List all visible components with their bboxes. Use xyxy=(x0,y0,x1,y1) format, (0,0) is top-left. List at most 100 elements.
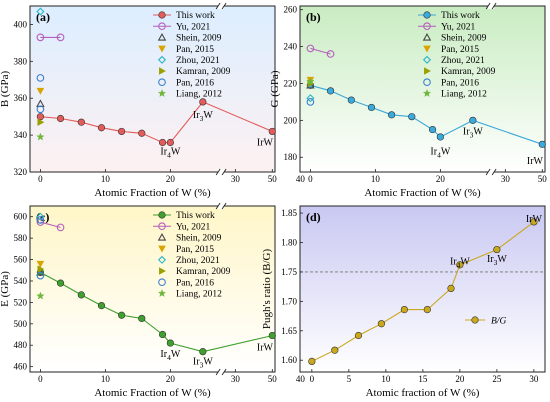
x-tick-label: 30 xyxy=(231,174,241,184)
panel-d: 0 5 10 15 20 25 30 1.60 1.65 1.70 1.75 1.80 1.85 Atom… xyxy=(261,205,546,399)
data-point xyxy=(138,314,146,323)
legend-marker xyxy=(159,267,166,275)
legend-label: Kamran, 2009 xyxy=(441,67,496,77)
y-axis-label: Pugh's ratio (B/G) xyxy=(261,249,273,330)
legend-marker xyxy=(157,289,167,297)
legend-marker xyxy=(157,232,167,241)
x-tick-label: 40 xyxy=(296,374,306,384)
x-tick-label: 40 xyxy=(296,174,306,184)
y-tick-label: 340 xyxy=(14,130,28,140)
axes-frame xyxy=(29,5,276,173)
legend-marker xyxy=(158,78,166,87)
x-tick-label: 20 xyxy=(166,174,176,184)
legend-label: Pan, 2016 xyxy=(176,278,214,288)
axis-break-gap xyxy=(488,169,495,175)
axis-break-mark xyxy=(221,202,227,210)
legend-marker xyxy=(423,78,431,87)
legend-marker xyxy=(158,222,166,231)
data-point xyxy=(56,114,65,123)
data-point xyxy=(36,218,45,226)
legend-marker xyxy=(159,67,166,75)
y-tick-label: 1.65 xyxy=(281,326,297,336)
data-point xyxy=(97,124,106,132)
data-point xyxy=(77,291,85,299)
series-line xyxy=(40,101,273,144)
x-axis-label: Atomic fraction of W (%) xyxy=(366,387,480,399)
x-tick-label: 0 xyxy=(38,174,43,184)
data-point xyxy=(308,357,316,366)
axis-break-mark xyxy=(491,2,497,10)
data-point xyxy=(138,129,146,137)
data-point xyxy=(37,118,45,127)
x-tick-label: 30 xyxy=(501,174,511,184)
legend-marker xyxy=(423,22,431,31)
y-tick-label: 600 xyxy=(14,212,28,222)
y-tick-label: 400 xyxy=(14,19,28,29)
legend-label: Shein, 2009 xyxy=(176,34,222,44)
axis-break-gap xyxy=(218,3,225,9)
legend-marker xyxy=(158,45,166,53)
data-point xyxy=(56,223,65,232)
y-tick-label: 500 xyxy=(14,319,28,329)
axis-break-mark xyxy=(215,2,221,10)
x-tick-label: 15 xyxy=(418,374,428,384)
y-tick-label: 240 xyxy=(284,42,298,52)
axis-break-mark xyxy=(221,168,227,176)
legend-marker xyxy=(158,11,166,19)
axis-break-mark xyxy=(491,168,497,176)
panel-a: 0 10 20 30 40 50 320 340 360 380 400 Atomic Fractio… xyxy=(0,2,306,199)
y-axis-label: E (GPa) xyxy=(0,271,11,307)
data-point xyxy=(306,44,315,53)
legend-marker xyxy=(158,245,166,253)
data-point xyxy=(408,113,416,121)
data-point xyxy=(306,77,315,86)
legend-marker xyxy=(157,255,167,264)
legend-marker xyxy=(423,11,431,19)
data-point xyxy=(347,96,355,104)
y-tick-label: 380 xyxy=(14,56,28,66)
annotation: IrW xyxy=(257,342,274,353)
legend-label: This work xyxy=(176,211,215,221)
y-tick-label: 540 xyxy=(14,276,28,286)
legend-label: Yu, 2021 xyxy=(176,22,211,32)
panel-label: (b) xyxy=(306,10,321,24)
legend-label: Kamran, 2009 xyxy=(176,267,231,277)
legend-label: Pan, 2015 xyxy=(176,45,214,55)
x-tick-label: 30 xyxy=(529,374,539,384)
legend-label: Pan, 2015 xyxy=(441,45,479,55)
data-point xyxy=(36,105,45,114)
axis-break-mark xyxy=(221,2,227,10)
x-tick-label: 0 xyxy=(308,174,313,184)
data-point xyxy=(199,98,207,106)
x-tick-label: 10 xyxy=(101,374,111,384)
data-point xyxy=(447,284,455,293)
legend-label: Zhou, 2021 xyxy=(176,56,220,66)
data-point xyxy=(530,218,538,226)
data-point xyxy=(97,302,106,310)
legend-marker xyxy=(422,32,432,41)
legend: B/G xyxy=(465,316,506,327)
annotation: Ir4W xyxy=(160,147,180,160)
x-axis-label: Atomic Fraction of W (%) xyxy=(94,387,211,399)
axis-break-mark xyxy=(215,202,221,210)
plot-background xyxy=(300,6,545,172)
legend-label: Yu, 2021 xyxy=(176,222,211,232)
legend-marker xyxy=(424,67,431,75)
y-tick-label: 220 xyxy=(284,78,298,88)
y-axis-label: G (GPa) xyxy=(269,70,281,107)
annotation: Ir3W xyxy=(193,110,213,123)
axis-break-mark xyxy=(485,2,491,10)
data-point xyxy=(36,74,45,82)
legend-marker xyxy=(157,32,167,41)
legend-label: Kamran, 2009 xyxy=(176,67,231,77)
annotation: Ir3W xyxy=(487,254,507,267)
x-tick-label: 50 xyxy=(268,374,278,384)
data-point xyxy=(36,87,45,95)
data-point xyxy=(56,279,65,287)
x-tick-label: 25 xyxy=(492,374,502,384)
data-point xyxy=(36,216,45,224)
legend-marker xyxy=(471,316,479,324)
